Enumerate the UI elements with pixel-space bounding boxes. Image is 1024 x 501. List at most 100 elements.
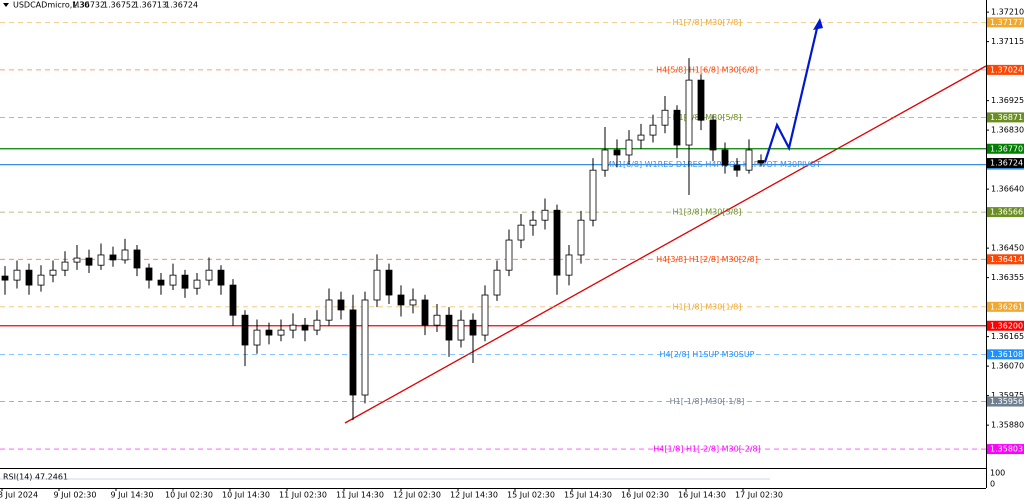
candle-body bbox=[697, 79, 705, 121]
candle-body bbox=[589, 169, 597, 221]
level-tag bbox=[987, 320, 1024, 331]
candle-body bbox=[409, 299, 417, 306]
candle-body bbox=[205, 269, 213, 281]
level-label: H1[3/8] M30[3/8] bbox=[673, 208, 742, 217]
y-tick-label: 1.36355 bbox=[991, 273, 1024, 282]
level-tag bbox=[987, 349, 1024, 360]
x-tick-label: 8 Jul 2024 bbox=[0, 491, 38, 500]
x-tick-label: 16 Jul 02:30 bbox=[621, 491, 669, 500]
price-tag bbox=[987, 158, 1024, 169]
candle-body bbox=[289, 324, 297, 331]
x-tick-label: 9 Jul 14:30 bbox=[111, 491, 154, 500]
candle-body bbox=[577, 219, 585, 256]
candle-body bbox=[469, 319, 477, 336]
trend-line bbox=[344, 65, 987, 424]
candle-body bbox=[85, 257, 93, 266]
candle-body bbox=[445, 314, 453, 341]
candle-body bbox=[325, 299, 333, 321]
x-tick-label: 17 Jul 02:30 bbox=[735, 491, 783, 500]
level-label: MN1[6/8] W1RES D1RES H4PIVOT H1PIVOT M30… bbox=[605, 160, 821, 169]
level-tag-label: 1.36770 bbox=[990, 144, 1023, 153]
level-label: H4[5/8] H1[6/8] M30[6/8] bbox=[656, 65, 758, 74]
candle-body bbox=[733, 164, 741, 171]
level-label: H4[1/8] H1[-2/8] M30[-2/8] bbox=[653, 445, 761, 454]
levels: H1[7/8] M30[7/8] H4[5/8] H1[6/8] M30[6/8]… bbox=[0, 18, 986, 454]
candle-body bbox=[37, 274, 45, 286]
level-label: H4[3/8] H1[2/8] M30[2/8] bbox=[656, 255, 758, 264]
level-tag-label: 1.36414 bbox=[990, 255, 1023, 264]
candle-body bbox=[661, 109, 669, 126]
y-tick-label: 1.36165 bbox=[991, 332, 1024, 341]
candle-body bbox=[145, 267, 153, 281]
ohlc-open: 1.36732 bbox=[72, 1, 105, 10]
candle-body bbox=[421, 299, 429, 326]
level-tag-label: 1.35803 bbox=[990, 445, 1023, 454]
candle-body bbox=[13, 269, 21, 281]
x-tick-label: 12 Jul 02:30 bbox=[393, 491, 441, 500]
rsi-label: RSI(14) 47.2461 bbox=[3, 473, 68, 482]
candle-body bbox=[217, 269, 225, 286]
candle-body bbox=[193, 279, 201, 289]
candle-body bbox=[301, 324, 309, 331]
level-tag bbox=[987, 64, 1024, 75]
arrow-head bbox=[813, 18, 823, 30]
candles bbox=[1, 58, 765, 421]
candle-body bbox=[541, 209, 549, 221]
candle-body bbox=[481, 294, 489, 336]
y-tick-label: 1.35975 bbox=[991, 391, 1024, 400]
x-tick-label: 10 Jul 02:30 bbox=[165, 491, 213, 500]
candle-body bbox=[241, 314, 249, 346]
candle-body bbox=[253, 329, 261, 346]
level-tag-label: 1.36200 bbox=[990, 321, 1023, 330]
y-tick-label: 1.36070 bbox=[991, 362, 1024, 371]
level-tag-label: 1.37177 bbox=[990, 18, 1023, 27]
ohlc-close: 1.36724 bbox=[165, 1, 198, 10]
candle-body bbox=[553, 209, 561, 276]
x-tick-label: 12 Jul 14:30 bbox=[450, 491, 498, 500]
candle-body bbox=[121, 249, 129, 261]
candle-body bbox=[433, 314, 441, 326]
y-tick-label: 1.37115 bbox=[991, 37, 1024, 46]
candle-body bbox=[673, 109, 681, 146]
axes: 1.37210 1.37115 1.36925 1.36830 1.36640 1.364… bbox=[0, 8, 1024, 500]
level-tag bbox=[987, 254, 1024, 265]
candle-body bbox=[169, 274, 177, 286]
candle-body bbox=[397, 294, 405, 306]
level-label: H1[-1/8] M30[-1/8] bbox=[670, 397, 745, 406]
level-tag-label: 1.36108 bbox=[990, 350, 1023, 359]
candle-body bbox=[97, 254, 105, 266]
level-tag bbox=[987, 301, 1024, 312]
candle-body bbox=[685, 79, 693, 146]
y-tick-label: 1.37210 bbox=[991, 8, 1024, 17]
candle-body bbox=[385, 269, 393, 296]
menu-icon[interactable] bbox=[3, 3, 9, 7]
candle-body bbox=[601, 149, 609, 171]
candle-body bbox=[73, 257, 81, 263]
candle-body bbox=[109, 254, 117, 261]
level-tag-label: 1.36566 bbox=[990, 208, 1023, 217]
candle-body bbox=[637, 134, 645, 141]
level-tag bbox=[987, 112, 1024, 123]
candle-body bbox=[229, 284, 237, 316]
candle-body bbox=[49, 269, 57, 276]
candle-body bbox=[157, 279, 165, 286]
candle-body bbox=[517, 224, 525, 241]
candle-body bbox=[625, 139, 633, 156]
y-tick-label: 1.36450 bbox=[991, 244, 1024, 253]
candle-body bbox=[373, 269, 381, 301]
x-tick-label: 10 Jul 14:30 bbox=[222, 491, 270, 500]
level-tag bbox=[987, 17, 1024, 28]
candle-body bbox=[721, 149, 729, 166]
x-tick-label: 16 Jul 14:30 bbox=[678, 491, 726, 500]
level-tag-label: 1.37024 bbox=[990, 65, 1023, 74]
price-tag-label: 1.36724 bbox=[990, 159, 1023, 168]
y-tick-label: 1.36830 bbox=[991, 126, 1024, 135]
candle-body bbox=[349, 309, 357, 396]
level-tag bbox=[987, 143, 1024, 154]
candle-body bbox=[277, 329, 285, 336]
forecast-arrow bbox=[763, 23, 820, 163]
candle-body bbox=[613, 149, 621, 156]
level-tag bbox=[987, 396, 1024, 407]
rsi-tick-label: 100 bbox=[990, 469, 1005, 478]
level-label: H1[7/8] M30[7/8] bbox=[673, 18, 742, 27]
